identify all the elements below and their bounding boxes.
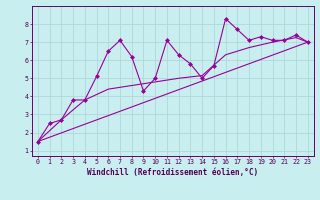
X-axis label: Windchill (Refroidissement éolien,°C): Windchill (Refroidissement éolien,°C) [87,168,258,177]
